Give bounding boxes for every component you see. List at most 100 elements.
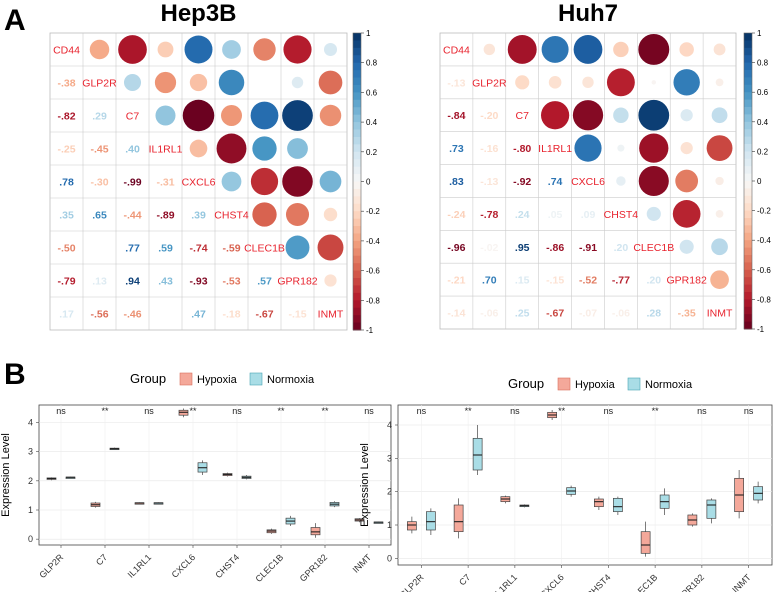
corr-circle <box>646 206 661 221</box>
colorbar-segment <box>353 240 361 249</box>
colorbar-segment <box>744 40 752 49</box>
corr-circle <box>324 274 337 287</box>
colorbar-segment <box>353 315 361 324</box>
x-tick-label: INMT <box>351 552 374 575</box>
colorbar-tick-label: -0.6 <box>366 267 380 276</box>
colorbar-segment <box>744 166 752 175</box>
colorbar-segment <box>744 188 752 197</box>
corr-coef: .13 <box>92 276 107 288</box>
colorbar-segment <box>744 99 752 108</box>
colorbar-segment <box>353 159 361 168</box>
y-tick-label: 2 <box>28 476 33 486</box>
corr-coef: -.30 <box>90 177 108 189</box>
corr-coef: -.35 <box>678 308 696 320</box>
colorbar-segment <box>353 300 361 309</box>
corr-circle <box>222 40 241 59</box>
corr-coef: .94 <box>125 276 140 288</box>
corr-diag-label: GPR182 <box>277 276 317 288</box>
colorbar-segment <box>353 62 361 71</box>
box-hypoxia <box>453 504 464 533</box>
corr-circle <box>317 234 344 261</box>
box-normoxia <box>706 499 717 519</box>
y-tick-label: 0 <box>387 553 392 563</box>
corr-coef: .17 <box>59 309 74 321</box>
corr-coef: -.16 <box>480 143 498 155</box>
y-axis-label-0: Expression Level <box>0 433 12 517</box>
box-normoxia <box>472 437 483 471</box>
significance-label: ** <box>652 406 660 416</box>
corr-circle <box>574 134 602 162</box>
corr-circle <box>118 35 147 64</box>
x-tick-label: GLP2R <box>37 552 65 580</box>
colorbar-segment <box>353 218 361 227</box>
corr-coef: .43 <box>158 276 173 288</box>
colorbar-tick-label: -0.2 <box>366 207 380 216</box>
colorbar-segment <box>744 299 752 308</box>
colorbar-segment <box>353 107 361 116</box>
colorbar-segment <box>744 292 752 300</box>
corr-coef: -.15 <box>288 309 306 321</box>
corr-circle <box>715 78 724 87</box>
corr-diag-label: GLP2R <box>82 78 117 90</box>
y-tick-label: 1 <box>387 520 392 530</box>
corr-circle <box>283 35 312 64</box>
colorbar-segment <box>744 77 752 86</box>
x-tick-label: GPR182 <box>298 552 329 583</box>
colorbar-segment <box>353 322 361 331</box>
significance-label: ** <box>321 406 329 416</box>
corr-circle <box>123 73 142 92</box>
colorbar-segment <box>744 225 752 234</box>
significance-label: ns <box>744 406 754 416</box>
colorbar-segment <box>744 173 752 182</box>
colorbar-segment <box>353 129 361 138</box>
corr-coef: -.84 <box>447 110 465 122</box>
colorbar-segment <box>744 232 752 241</box>
y-axis-label-1: Expression Level <box>359 443 371 527</box>
corr-title-1: Huh7 <box>558 0 618 27</box>
significance-label: ns <box>510 406 520 416</box>
colorbar-segment <box>744 306 752 315</box>
corr-coef: -.45 <box>90 144 108 156</box>
corr-circle <box>638 99 670 131</box>
colorbar-segment <box>353 40 361 49</box>
corr-circle <box>617 144 625 152</box>
significance-label: ns <box>364 406 374 416</box>
corr-coef: .29 <box>92 111 107 123</box>
corr-coef: -.86 <box>546 242 564 254</box>
corr-circle <box>711 107 728 124</box>
colorbar-segment <box>744 269 752 278</box>
colorbar-segment <box>353 33 361 41</box>
colorbar-segment <box>353 174 361 182</box>
corr-coef: -.20 <box>480 110 498 122</box>
colorbar-segment <box>353 77 361 86</box>
corr-coef: -.53 <box>222 276 240 288</box>
corr-circle <box>221 171 242 192</box>
colorbar-segment <box>353 203 361 212</box>
corr-coef: .70 <box>482 275 497 287</box>
corr-coef: .77 <box>125 243 140 255</box>
x-tick-label: CXCL6 <box>538 572 566 592</box>
colorbar-segment <box>353 278 361 286</box>
corr-coef: -.07 <box>579 308 597 320</box>
colorbar-segment <box>353 233 361 242</box>
colorbar-tick-label: -1 <box>366 326 374 335</box>
colorbar-segment <box>353 255 361 264</box>
corr-coef: .39 <box>191 210 206 222</box>
colorbar-segment <box>353 84 361 93</box>
corr-circle <box>680 109 693 122</box>
corr-coef: -.18 <box>222 309 240 321</box>
significance-label: ns <box>604 406 614 416</box>
corr-circle <box>679 239 694 254</box>
y-tick-label: 1 <box>28 505 33 515</box>
colorbar-segment <box>353 136 361 145</box>
box-normoxia <box>426 511 436 531</box>
corr-diag-label: CD44 <box>53 45 80 57</box>
colorbar-tick-label: -1 <box>757 325 765 334</box>
significance-label: ** <box>465 406 473 416</box>
corr-circle <box>710 270 729 290</box>
corr-diag-label: CHST4 <box>214 210 249 222</box>
corr-circle <box>287 138 308 159</box>
corr-coef: .25 <box>515 308 530 320</box>
corr-circle <box>548 76 562 89</box>
